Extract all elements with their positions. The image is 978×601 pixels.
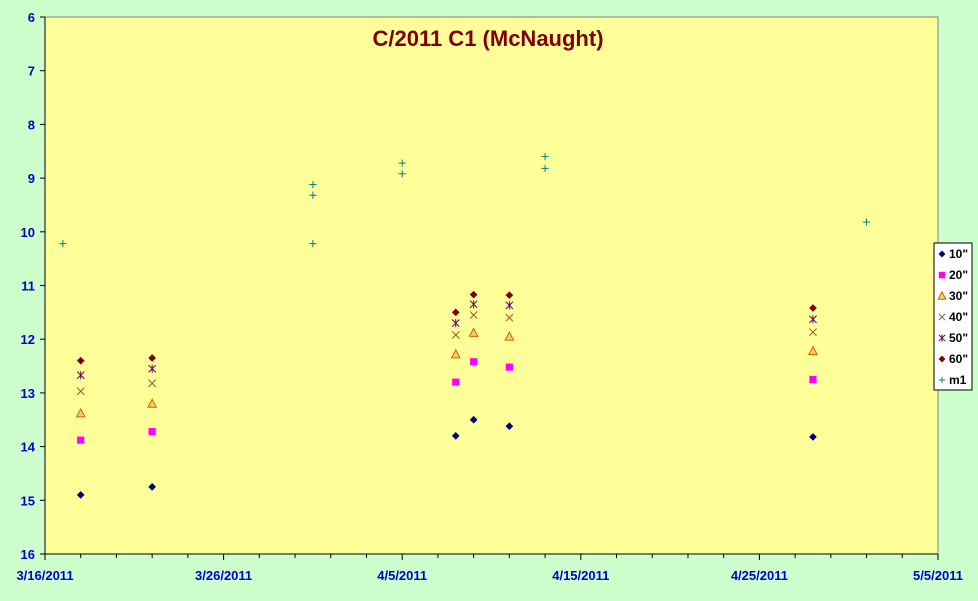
data-point-5-5 [809,304,817,313]
data-point-5-0 [76,356,85,365]
data-point-2-4 [504,331,515,341]
y-axis-ticks: 6 7 8 9 10 11 12 13 14 15 16 [21,10,45,562]
data-point-1-0 [77,436,85,444]
data-point-5-3 [469,290,478,299]
data-point-3-0 [76,387,85,396]
y-tick-label: 12 [21,332,35,347]
data-point-3-2 [451,330,460,339]
data-point-6-4 [398,159,406,167]
y-tick-label: 16 [21,547,35,562]
data-point-1-2 [452,378,460,386]
legend-label: 10" [949,247,968,261]
data-points [59,153,871,499]
data-point-0-1 [148,482,157,491]
data-point-1-4 [505,363,513,371]
y-tick-label: 15 [21,493,35,508]
data-point-6-1 [309,180,317,189]
data-point-2-2 [450,348,461,359]
data-point-0-5 [809,432,817,441]
data-point-3-1 [148,379,157,388]
data-point-2-0 [75,407,86,418]
legend-marker [938,313,946,321]
data-point-5-4 [505,291,514,300]
data-point-0-2 [451,431,460,440]
data-point-2-3 [468,327,479,337]
data-point-1-1 [148,427,156,436]
data-point-6-8 [862,218,871,226]
y-tick-label: 14 [21,440,36,455]
data-point-1-3 [470,358,478,366]
y-tick-label: 7 [28,64,35,79]
legend-box [933,242,973,391]
y-tick-label: 10 [21,225,35,240]
x-tick-label: 5/5/2011 [913,568,963,583]
x-tick-label: 4/25/2011 [731,568,788,583]
data-point-6-7 [541,164,549,173]
data-point-2-5 [807,345,819,356]
legend-label: 30" [949,289,968,303]
data-point-6-2 [309,191,317,199]
y-tick-label: 6 [28,10,35,25]
legend-marker [938,250,946,258]
data-point-4-0 [76,371,85,380]
y-tick-label: 8 [28,117,35,132]
legend-marker [938,271,946,279]
data-point-6-0 [59,240,67,248]
y-tick-label: 13 [21,386,35,401]
data-point-4-2 [451,318,460,328]
data-point-4-5 [809,315,817,324]
data-point-3-4 [505,313,514,322]
data-point-3-5 [809,328,817,337]
x-tick-label: 3/26/2011 [195,568,252,583]
x-tick-label: 4/5/2011 [377,568,427,583]
data-point-2-1 [147,398,158,408]
x-tick-label: 4/15/2011 [552,568,609,583]
legend-marker [938,334,946,342]
data-point-5-2 [451,308,460,317]
legend: 10" 20" 30" 40" 50" 60" m1 [933,242,973,391]
data-point-0-3 [469,415,478,424]
x-tick-label: 3/16/2011 [16,568,73,583]
data-point-4-3 [469,300,478,309]
x-axis-ticks: 3/16/2011 3/26/2011 4/5/2011 4/15/2011 4/25/… [16,554,963,583]
legend-label: 20" [949,268,968,282]
legend-label: m1 [949,373,967,387]
data-point-4-4 [505,301,514,310]
chart-title: C/2011 C1 (McNaught) [372,26,603,51]
y-tick-label: 9 [28,171,35,186]
data-point-6-5 [398,170,406,178]
data-point-4-1 [148,364,157,373]
data-point-0-0 [76,490,85,499]
legend-marker [938,376,946,384]
data-point-6-6 [541,153,549,161]
plot-area [44,16,939,555]
data-point-5-1 [148,354,157,362]
y-tick-label: 11 [21,279,35,294]
legend-label: 60" [949,352,968,366]
data-point-6-3 [309,240,317,248]
data-point-1-5 [809,375,817,384]
legend-marker [937,290,947,300]
legend-label: 50" [949,331,968,345]
data-point-0-4 [505,422,514,431]
data-point-3-3 [469,311,478,319]
legend-label: 40" [949,310,968,324]
legend-marker [938,355,946,363]
